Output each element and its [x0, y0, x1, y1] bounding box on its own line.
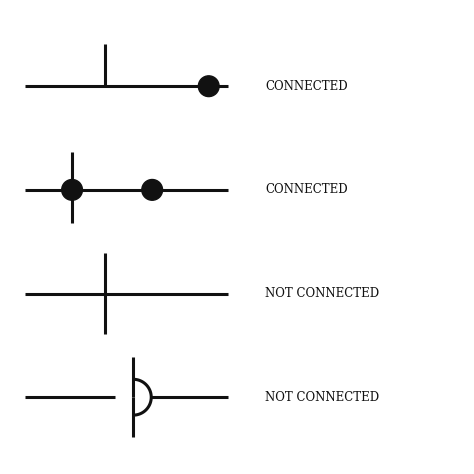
Circle shape [62, 180, 82, 200]
Text: NOT CONNECTED: NOT CONNECTED [265, 391, 379, 404]
Text: NOT CONNECTED: NOT CONNECTED [265, 287, 379, 300]
Circle shape [198, 76, 219, 97]
Text: CONNECTED: CONNECTED [265, 183, 348, 196]
Circle shape [142, 180, 163, 200]
Text: CONNECTED: CONNECTED [265, 80, 348, 93]
